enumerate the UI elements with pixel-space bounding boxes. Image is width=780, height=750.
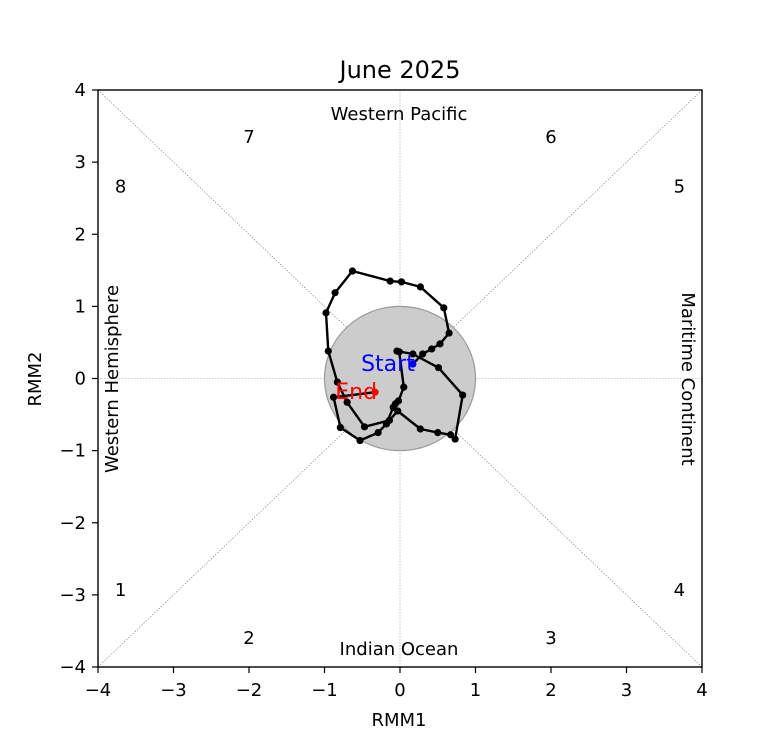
x-tick-label: 0 [394,680,405,701]
annotation-layer: Western Pacific Indian Ocean Western Hem… [25,104,698,731]
trajectory-point [428,345,436,353]
unit-circle [323,305,477,452]
trajectory-point [348,267,357,275]
phase-number-label: 5 [674,177,685,198]
x-tick-label: −3 [160,680,187,701]
trajectory-point [440,304,448,312]
trajectory-point [360,423,369,431]
x-tick-label: 3 [621,680,632,701]
y-tick-label: 2 [75,224,86,245]
region-label-maritime-continent: Maritime Continent [677,292,698,465]
trajectory-point [446,431,455,439]
region-label-western-pacific: Western Pacific [331,104,468,125]
trajectory-point [386,277,394,285]
trajectory-point [445,329,453,337]
x-tick-label: 2 [545,680,556,701]
trajectory-point [434,428,442,437]
tick-layer: −4 −3 −2 −1 0 1 2 3 4 −4 −3 −2 −1 0 1 2 3 4 [59,80,707,701]
y-tick-label: 3 [75,152,86,173]
phase-number-label: 3 [545,628,556,649]
y-axis-label: RMM2 [25,351,46,406]
x-tick-label: 1 [470,680,481,701]
trajectory-point [459,391,467,399]
region-label-indian-ocean: Indian Ocean [340,639,459,660]
trajectory-point [333,378,341,386]
start-label: Start [361,352,415,377]
y-tick-label: 1 [75,296,86,317]
trajectory-point [336,423,344,432]
y-tick-label: −2 [59,513,86,534]
phase-number-label: 7 [243,127,254,148]
x-axis-label: RMM1 [371,710,426,731]
x-tick-label: 4 [696,680,707,701]
trajectory-point [416,283,424,291]
trajectory-point [343,398,351,406]
x-tick-label: −4 [85,680,112,701]
trajectory-point [436,340,444,348]
phase-number-label: 2 [243,628,254,649]
trajectory-point [374,428,382,437]
trajectory-point [451,435,459,443]
trajectory-point [371,388,379,396]
trajectory-point [356,436,364,445]
end-label: End [335,380,377,405]
y-tick-label: −4 [59,657,86,678]
x-tick-label: −2 [236,680,263,701]
y-tick-label: 4 [75,80,86,101]
phase-number-label: 8 [115,177,126,198]
trajectory-point [409,350,417,358]
trajectory-point [324,347,332,355]
x-tick-label: −1 [311,680,338,701]
start-end-layer: Start End [335,352,415,405]
trajectory-point [397,278,406,286]
trajectory-point [331,289,339,297]
unit-circle-layer [323,305,477,452]
trajectory-point [416,425,424,433]
phase-number-label: 1 [115,580,126,601]
trajectory-point [434,364,443,372]
trajectory-point [389,403,397,411]
region-label-western-hemisphere: Western Hemisphere [102,285,123,473]
phase-number-label: 4 [674,580,685,601]
trajectory-points-layer [322,267,467,445]
y-tick-label: −1 [59,441,86,462]
trajectory-point [395,348,403,356]
phase-number-label: 6 [545,127,556,148]
chart-title: June 2025 [338,56,461,84]
trajectory-point [409,360,417,368]
y-tick-label: −3 [59,585,86,606]
trajectory-point [400,383,408,391]
trajectory-point [419,350,427,358]
trajectory-point [322,309,330,317]
trajectory-point [329,393,338,401]
y-tick-label: 0 [75,369,86,390]
trajectory-point [382,420,391,428]
